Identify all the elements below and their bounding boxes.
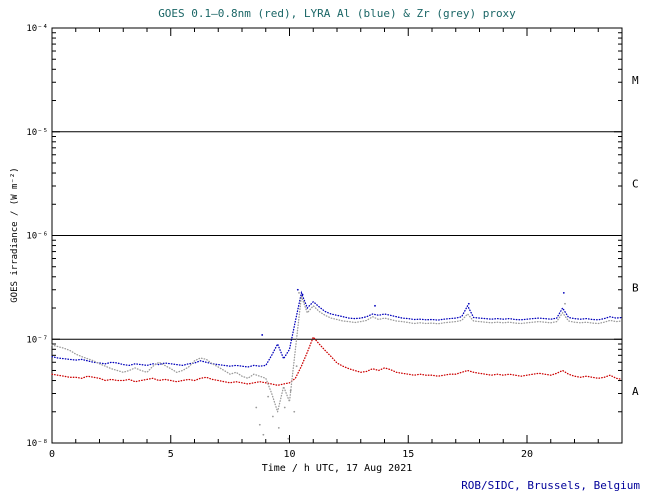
flare-class-label-B: B [632, 281, 639, 294]
x-tick-label: 10 [283, 449, 295, 460]
y-axis-label: GOES irradiance / (W m⁻²) [10, 167, 20, 303]
grey-scatter-dot [271, 415, 274, 418]
y-tick-label: 10⁻⁷ [26, 335, 48, 345]
y-tick-label: 10⁻⁴ [26, 24, 48, 34]
grey-scatter-dot [564, 302, 566, 305]
x-tick-label: 15 [402, 449, 414, 460]
grey-scatter-dot [302, 300, 305, 303]
blue-spikes-dot [374, 304, 376, 307]
plot-frame [51, 27, 623, 444]
blue-spikes-dot [261, 334, 264, 336]
x-tick-label: 5 [168, 449, 174, 460]
series-2 [51, 295, 623, 415]
blue-spikes-dot [296, 288, 299, 291]
flare-class-label-A: A [632, 385, 639, 398]
grey-scatter-dot [289, 389, 292, 392]
grey-scatter-dot [293, 410, 296, 413]
grey-scatter-dot [298, 291, 300, 294]
grey-scatter-dot [262, 433, 265, 436]
y-tick-label: 10⁻⁶ [26, 232, 48, 242]
grey-scatter-dot [277, 426, 280, 429]
series-1 [51, 290, 623, 368]
x-tick-label: 20 [521, 449, 533, 460]
blue-spikes-dot [562, 291, 565, 294]
grey-scatter-dot [287, 437, 290, 440]
chart-title: GOES 0.1–0.8nm (red), LYRA Al (blue) & Z… [158, 7, 516, 20]
flare-class-label-M: M [632, 74, 639, 87]
blue-spikes-dot [467, 302, 470, 305]
grey-scatter-dot [258, 423, 261, 426]
x-axis-label: Time / h UTC, 17 Aug 2021 [261, 463, 413, 474]
grey-scatter-dot [267, 395, 270, 398]
grey-scatter-dot [255, 406, 258, 409]
blue-spikes-dot [301, 293, 304, 296]
grey-scatter-dot [295, 365, 298, 368]
y-tick-label: 10⁻⁸ [26, 439, 48, 449]
series-0 [51, 335, 623, 386]
credit-text: ROB/SIDC, Brussels, Belgium [461, 479, 640, 492]
y-tick-label: 10⁻⁵ [26, 128, 48, 138]
flare-class-label-C: C [632, 178, 639, 191]
x-tick-label: 0 [49, 449, 55, 460]
grey-scatter-dot [283, 406, 286, 409]
